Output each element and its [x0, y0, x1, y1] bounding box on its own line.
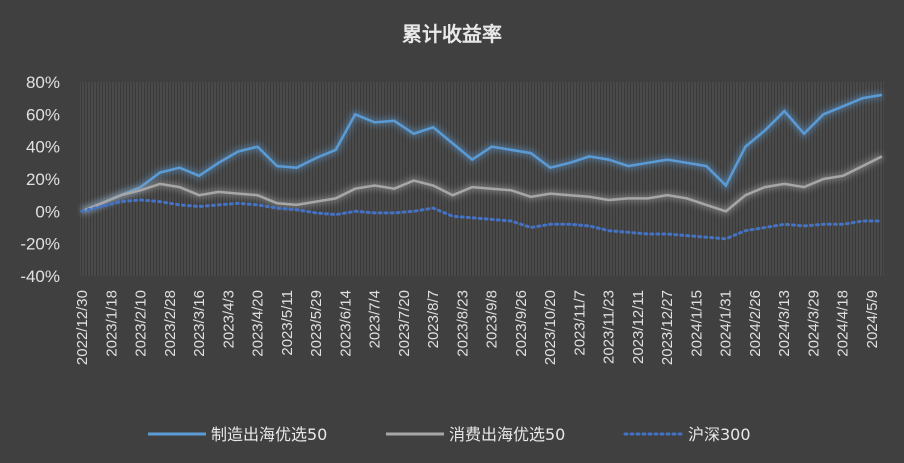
x-tick-label: 2023/8/7 [425, 290, 442, 348]
x-tick-label: 2023/2/28 [162, 290, 179, 357]
x-tick-label: 2024/3/29 [805, 290, 822, 357]
x-tick-label: 2023/4/20 [250, 290, 267, 357]
y-tick-label: 0% [35, 202, 60, 221]
y-tick-label: 80% [26, 73, 60, 92]
plot-area [80, 82, 884, 276]
x-tick-label: 2023/12/27 [659, 290, 676, 365]
chart-title: 累计收益率 [402, 22, 502, 46]
x-tick-label: 2023/10/20 [542, 290, 559, 365]
x-tick-label: 2023/12/11 [630, 290, 647, 364]
series-line-hs300 [80, 198, 884, 241]
series-layer [80, 91, 884, 241]
y-tick-label: 60% [26, 105, 60, 124]
x-tick-label: 2023/3/16 [191, 290, 208, 357]
x-tick-label: 2023/8/23 [454, 290, 471, 357]
y-tick-label: -40% [20, 267, 60, 286]
legend-label: 沪深300 [688, 425, 751, 444]
legend: 制造出海优选50 消费出海优选50 沪深300 [148, 425, 751, 444]
x-tick-label: 2024/3/13 [776, 290, 793, 357]
y-tick-label: -20% [20, 235, 60, 254]
x-tick-label: 2023/2/10 [133, 290, 150, 357]
x-tick-label: 2024/5/9 [864, 290, 881, 348]
series-line-manufacturing [81, 93, 883, 213]
series-line-consumer [81, 155, 883, 213]
x-tick-label: 2023/11/7 [571, 290, 588, 356]
y-tick-label: 20% [26, 170, 60, 189]
legend-label: 消费出海优选50 [449, 425, 565, 444]
x-tick-label: 2023/1/18 [103, 290, 120, 357]
x-tick-label: 2023/7/20 [396, 290, 413, 357]
x-tick-label: 2023/9/8 [484, 290, 501, 348]
x-tick-label: 2023/7/4 [367, 290, 384, 348]
x-tick-label: 2024/1/15 [688, 290, 705, 357]
x-tick-label: 2023/5/29 [308, 290, 325, 357]
x-tick-label: 2023/11/23 [601, 290, 618, 364]
x-tick-label: 2023/5/11 [279, 290, 296, 356]
y-tick-label: 40% [26, 138, 60, 157]
y-axis: 80% 60% 40% 20% 0% -20% -40% [20, 73, 60, 286]
x-tick-label: 2023/4/3 [220, 290, 237, 348]
x-tick-label: 2024/4/18 [835, 290, 852, 357]
x-tick-label: 2023/6/14 [337, 290, 354, 357]
x-tick-label: 2023/9/26 [513, 290, 530, 357]
x-tick-label: 2024/1/31 [718, 290, 735, 357]
x-tick-label: 2024/2/26 [747, 290, 764, 357]
x-axis: 2022/12/30 2023/1/18 2023/2/10 2023/2/28 202… [74, 290, 881, 365]
legend-label: 制造出海优选50 [211, 425, 327, 444]
x-tick-label: 2022/12/30 [74, 290, 91, 365]
